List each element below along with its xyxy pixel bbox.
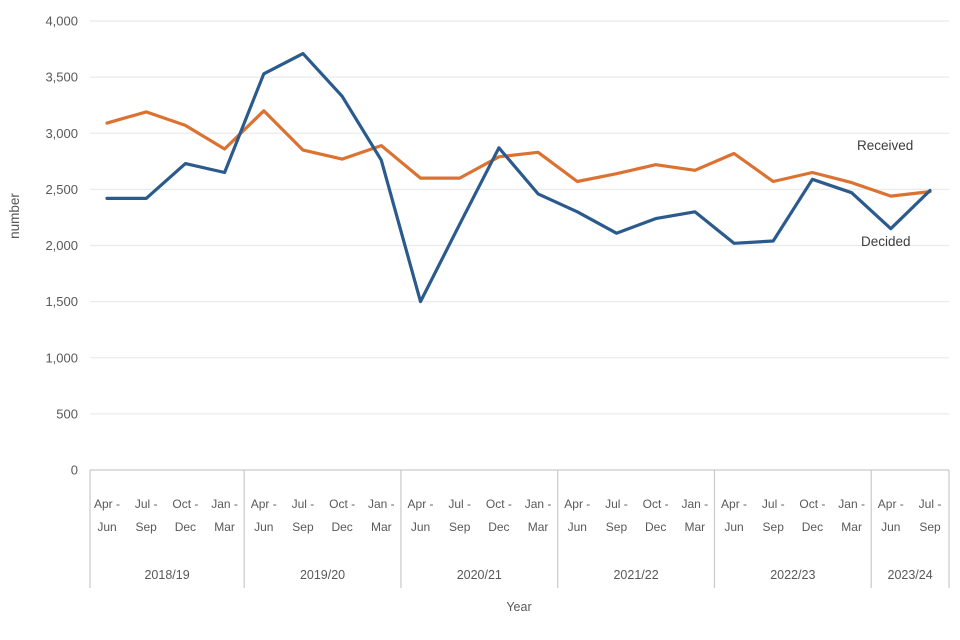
quarter-label-line1: Jan - [211,497,238,511]
quarter-label-line2: Dec [802,520,823,534]
quarter-label-line1: Oct - [643,497,669,511]
quarter-label-line2: Jun [411,520,430,534]
quarter-label-line2: Sep [606,520,628,534]
quarter-label-line2: Jun [568,520,587,534]
quarter-label-line2: Jun [724,520,743,534]
year-label: 2020/21 [457,568,502,582]
y-axis-tick-labels: 0 500 1,000 1,500 2,000 2,500 3,000 3,500 4,000 [45,14,78,478]
quarter-label-line1: Jul - [605,497,628,511]
series-line-decided [105,51,932,304]
y-tick-label: 2,000 [45,238,78,253]
quarter-label-line2: Sep [136,520,158,534]
quarter-label-line1: Jan - [368,497,395,511]
quarter-label-line1: Jan - [525,497,552,511]
quarter-label-line1: Oct - [329,497,355,511]
quarter-label-line1: Apr - [251,497,277,511]
quarter-label-line1: Apr - [94,497,120,511]
quarter-label-line2: Mar [371,520,392,534]
quarter-label-line2: Dec [331,520,352,534]
quarter-label-line1: Oct - [799,497,825,511]
quarter-label-line2: Dec [175,520,196,534]
quarter-label-line1: Apr - [878,497,904,511]
y-tick-label: 2,500 [45,182,78,197]
y-axis-title: number [7,193,22,239]
gridlines [90,20,949,471]
quarter-label-line2: Mar [528,520,549,534]
quarter-label-line1: Jan - [682,497,709,511]
quarter-label-line1: Oct - [486,497,512,511]
year-label: 2023/24 [888,568,933,582]
year-label: 2019/20 [300,568,345,582]
quarter-label-line2: Mar [841,520,862,534]
quarter-label-line1: Oct - [172,497,198,511]
quarter-label-line2: Sep [919,520,941,534]
quarter-label-line2: Jun [881,520,900,534]
series-line-received [105,109,932,198]
y-tick-label: 3,000 [45,126,78,141]
quarter-label-line2: Dec [488,520,509,534]
quarter-label-line2: Sep [449,520,471,534]
y-tick-label: 3,500 [45,70,78,85]
series-lines [105,51,932,304]
quarter-label-line1: Apr - [408,497,434,511]
quarter-label-line1: Jul - [762,497,785,511]
quarter-label-line2: Mar [685,520,706,534]
series-end-labels: Received Decided [857,138,913,249]
x-axis-title: Year [506,600,531,614]
quarter-label-line2: Dec [645,520,666,534]
quarter-label-line2: Jun [97,520,116,534]
quarter-label-line2: Sep [292,520,314,534]
quarter-label-line1: Jul - [292,497,315,511]
year-label: 2021/22 [613,568,658,582]
quarter-label-line1: Jul - [135,497,158,511]
quarter-label-line1: Jul - [919,497,942,511]
y-tick-label: 0 [71,463,78,478]
quarter-label-line1: Jul - [448,497,471,511]
quarter-label-line2: Mar [214,520,235,534]
quarter-label-line1: Apr - [564,497,590,511]
quarter-label-line1: Apr - [721,497,747,511]
y-tick-label: 1,000 [45,350,78,365]
series-label-received: Received [857,138,913,153]
x-axis-category-table: Apr - Jun Jul - Sep Oct - Dec Jan - Mar 2018/19 A… [89,470,950,588]
y-tick-label: 4,000 [45,14,78,29]
year-label: 2022/23 [770,568,815,582]
quarter-label-line2: Sep [763,520,785,534]
quarter-label-line1: Jan - [838,497,865,511]
y-tick-label: 500 [56,406,78,421]
y-tick-label: 1,500 [45,294,78,309]
year-label: 2018/19 [144,568,189,582]
quarter-label-line2: Jun [254,520,273,534]
series-label-decided: Decided [861,234,911,249]
